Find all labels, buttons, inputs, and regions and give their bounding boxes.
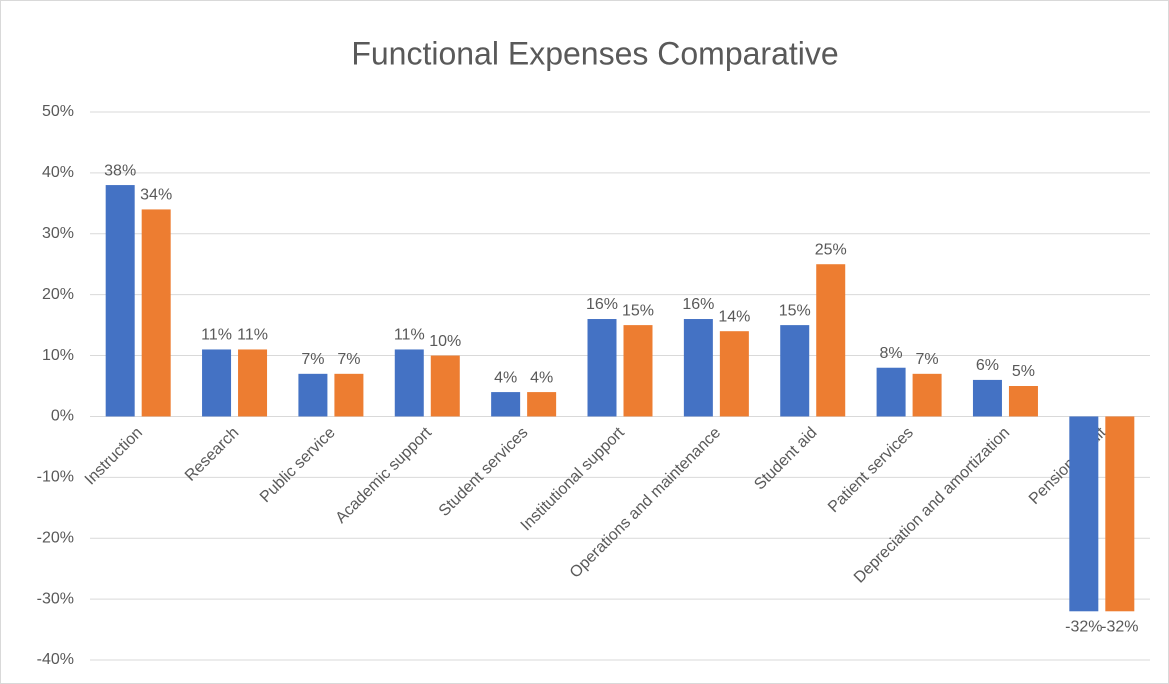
bar xyxy=(587,319,617,417)
data-label: -32% xyxy=(1101,619,1138,636)
data-label: 11% xyxy=(201,327,232,344)
chart-title: Functional Expenses Comparative xyxy=(351,35,838,71)
data-label: 8% xyxy=(880,345,903,362)
y-tick-label: -30% xyxy=(37,590,74,607)
bar xyxy=(202,349,232,417)
bar xyxy=(719,331,749,417)
bar xyxy=(1105,416,1135,612)
data-label: 5% xyxy=(1012,363,1035,380)
y-tick-label: 40% xyxy=(42,164,74,181)
data-label: 14% xyxy=(718,308,750,325)
bar xyxy=(912,373,942,417)
data-label: 16% xyxy=(586,296,618,313)
data-label: 11% xyxy=(394,327,425,344)
bar xyxy=(1008,386,1038,417)
bar xyxy=(780,325,810,417)
bar xyxy=(394,349,424,417)
y-tick-label: 0% xyxy=(51,408,74,425)
bar xyxy=(1069,416,1099,612)
data-label: 10% xyxy=(429,333,461,350)
y-tick-label: -40% xyxy=(37,651,74,668)
data-label: 15% xyxy=(779,302,811,319)
y-tick-label: 50% xyxy=(42,103,74,120)
data-label: 4% xyxy=(530,369,553,386)
bar xyxy=(105,185,135,417)
bar xyxy=(816,264,846,417)
data-label: 25% xyxy=(815,241,847,258)
bar xyxy=(683,319,713,417)
bar xyxy=(527,392,557,417)
bar xyxy=(430,355,460,417)
data-label: 16% xyxy=(682,296,714,313)
y-tick-label: -20% xyxy=(37,529,74,546)
data-label: 7% xyxy=(916,351,939,368)
y-tick-label: 30% xyxy=(42,225,74,242)
bar xyxy=(298,373,328,417)
y-tick-label: -10% xyxy=(37,469,74,486)
y-tick-label: 10% xyxy=(42,347,74,364)
bar xyxy=(334,373,364,417)
bar xyxy=(876,367,906,417)
data-label: 11% xyxy=(237,327,268,344)
data-label: 15% xyxy=(622,302,654,319)
data-label: 6% xyxy=(976,357,999,374)
bar xyxy=(491,392,521,417)
bar xyxy=(623,325,653,417)
bar xyxy=(238,349,268,417)
data-label: 7% xyxy=(301,351,324,368)
data-label: 34% xyxy=(140,187,172,204)
bar xyxy=(972,379,1002,417)
data-label: 4% xyxy=(494,369,517,386)
bar xyxy=(141,209,171,417)
data-label: 7% xyxy=(337,351,360,368)
data-label: -32% xyxy=(1065,619,1102,636)
y-tick-label: 20% xyxy=(42,286,74,303)
data-label: 38% xyxy=(104,162,136,179)
